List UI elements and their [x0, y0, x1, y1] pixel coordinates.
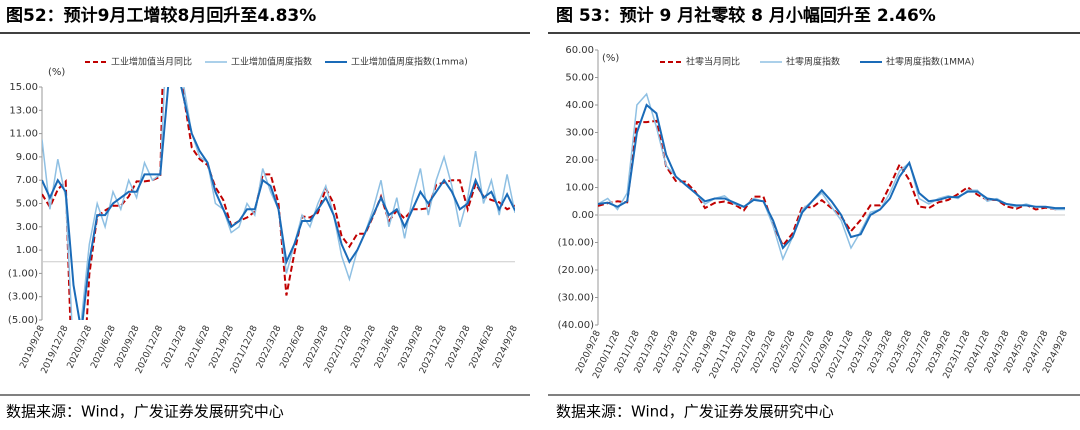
- y-tick-label: (5.00): [8, 315, 38, 326]
- y-tick-label: 60.00: [565, 45, 594, 56]
- y-tick-label: (10.00): [558, 238, 595, 249]
- chart-title: 图52：预计9月工增较8月回升至4.83%: [6, 5, 316, 26]
- plot-area: [42, 87, 515, 320]
- legend-label: 工业增加值周度指数: [231, 56, 312, 68]
- series-line: [42, 87, 515, 320]
- y-tick-label: (40.00): [558, 320, 595, 331]
- y-tick-label: 40.00: [565, 100, 594, 111]
- y-tick-label: 5.00: [16, 199, 38, 210]
- y-tick-label: (1.00): [8, 268, 38, 279]
- x-tick-label: 2024/9/28: [491, 324, 520, 370]
- legend-label: 社零周度指数: [786, 56, 840, 68]
- y-tick-label: 20.00: [565, 155, 594, 166]
- y-tick-label: 9.00: [16, 152, 38, 163]
- y-tick-label: 1.00: [16, 245, 38, 256]
- y-tick-label: 7.00: [16, 175, 38, 186]
- series-line: [598, 103, 1065, 250]
- source: 数据来源：Wind，广发证券发展研究中心: [6, 403, 284, 421]
- y-tick-label: 30.00: [565, 128, 594, 139]
- y-tick-label: 3.00: [16, 222, 38, 233]
- y-tick-label: 50.00: [565, 73, 594, 84]
- y-tick-label: 15.00: [9, 82, 38, 93]
- y-tick-label: (20.00): [558, 265, 595, 276]
- legend-label: 工业增加值周度指数(1mma): [351, 56, 468, 68]
- y-tick-label: (30.00): [558, 293, 595, 304]
- y-tick-label: 10.00: [565, 183, 594, 194]
- y-tick-label: 11.00: [9, 129, 38, 140]
- series-line: [598, 119, 1065, 248]
- series-line: [598, 92, 1065, 262]
- series-line: [42, 87, 515, 320]
- plot-area: [598, 92, 1065, 262]
- legend-label: 社零周度指数(1MMA): [886, 56, 974, 68]
- unit-label: (%): [48, 67, 65, 78]
- unit-label: (%): [602, 53, 619, 64]
- y-tick-label: (3.00): [8, 292, 38, 303]
- y-tick-label: 0.00: [572, 210, 594, 221]
- y-tick-label: 13.00: [9, 105, 38, 116]
- legend-label: 社零当月同比: [686, 56, 740, 68]
- chart-title: 图 53：预计 9 月社零较 8 月小幅回升至 2.46%: [556, 5, 936, 26]
- legend-label: 工业增加值当月同比: [111, 56, 192, 68]
- source: 数据来源：Wind，广发证券发展研究中心: [556, 403, 834, 421]
